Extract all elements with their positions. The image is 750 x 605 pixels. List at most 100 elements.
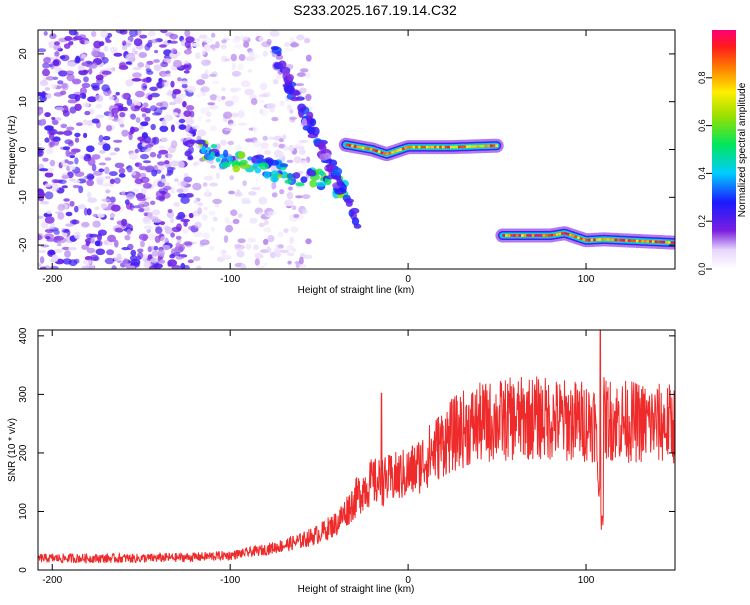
spectrogram-cell [232,38,241,43]
spectrogram-cell [303,255,312,259]
spectrogram-cell [238,63,244,70]
spectrogram-cell [304,38,310,44]
spectrogram-cell [87,96,97,102]
spectrogram-cell [74,232,81,239]
spectrogram-cell [194,213,198,217]
spectrogram-y-tick-label: 10 [18,96,29,108]
spectrogram-cell [207,105,212,109]
spectrogram-cell [231,54,237,62]
spectrogram-cell [238,110,245,118]
spectrogram-cell [50,160,56,167]
spectrogram-cell [183,110,191,117]
spectrogram-cell [82,83,91,88]
spectrogram-cell [54,51,59,57]
spectrogram-cell [173,112,179,115]
spectrogram-cell [126,202,132,210]
spectrogram-cell [150,201,155,205]
spectrogram-tone-core [370,149,373,150]
spectrogram-tone-core [580,238,583,239]
spectrogram-cell [195,38,200,42]
spectrogram-cell [236,250,244,257]
spectrogram-cell [109,152,116,155]
spectrogram-y-label: Frequency (Hz) [7,116,18,185]
spectrogram-cell [98,168,104,172]
spectrogram-cell [109,171,118,176]
spectrogram-cell [319,171,325,176]
spectrogram-cell [76,122,83,126]
spectrogram-cell [125,54,135,62]
spectrogram-cell [191,43,199,47]
snr-y-label: SNR (10 * v/v) [7,418,18,482]
spectrogram-cell [299,264,306,268]
spectrogram-cell [69,201,74,207]
spectrogram-cell [83,260,91,265]
spectrogram-cell [181,81,189,85]
spectrogram-cell [45,236,50,239]
spectrogram-cell [60,124,67,128]
spectrogram-cell [260,83,267,91]
spectrogram-cell [287,192,294,200]
spectrogram-tone-core [402,148,405,149]
spectrogram-cell [197,94,201,97]
spectrogram-cell [197,207,202,214]
spectrogram-cell [39,168,48,171]
spectrogram-cell [290,226,298,233]
spectrogram-cell [186,133,193,136]
spectrogram-cell [45,87,50,91]
spectrogram-cell [152,112,161,115]
spectrogram-cell [94,207,99,211]
spectrogram-cell [221,162,231,168]
spectrogram-cell [135,149,139,154]
spectrogram-cell [207,156,213,161]
spectrogram-tone-core [389,153,392,154]
spectrogram-cell [290,97,299,101]
spectrogram-x-tick-label: -100 [220,274,240,285]
spectrogram-cell [38,250,46,253]
spectrogram-x-tick-label: 0 [405,274,411,285]
spectrogram-cell [161,137,168,142]
spectrogram-cell [83,76,89,82]
snr-y-tick-label: 200 [18,444,29,461]
spectrogram-cell [169,254,175,258]
spectrogram-cell [263,136,268,141]
spectrogram-cell [143,183,152,189]
spectrogram-cell [176,242,181,248]
spectrogram-cell [177,189,184,193]
spectrogram-cell [160,236,168,243]
spectrogram-cell [213,217,218,222]
spectrogram-cell [243,41,249,48]
spectrogram-cell [203,38,213,44]
spectrogram-cell [297,72,306,77]
spectrogram-cell [287,173,293,179]
spectrogram-cell [151,39,158,44]
spectrogram-cell [170,81,174,88]
spectrogram-cell [159,126,168,133]
spectrogram-cell [285,180,293,184]
spectrogram-cell [160,107,167,110]
spectrogram-cell [122,40,126,45]
spectrogram-cell [40,201,49,205]
spectrogram-cell [83,133,87,138]
spectrogram-cell [245,89,255,95]
spectrogram-cell [99,162,106,165]
spectrogram-cell [305,238,311,244]
spectrogram-cell [287,160,294,163]
spectrogram-tone-core [351,146,354,147]
spectrogram-cell [156,102,163,106]
spectrogram-cell [54,92,64,97]
spectrogram-cell [249,218,257,224]
spectrogram-cell [46,226,54,230]
spectrogram-cell [62,229,69,233]
spectrogram-cell [259,99,265,103]
spectrogram-cell [289,117,297,120]
spectrogram-cell [187,156,193,160]
spectrogram-cell [220,44,226,49]
spectrogram-cell [154,50,158,53]
spectrogram-cell [176,236,182,240]
spectrogram-cell [240,160,248,165]
spectrogram-cell [280,250,289,254]
spectrogram-cell [63,198,70,201]
spectrogram-cell [169,41,178,44]
spectrogram-cell [206,112,212,117]
spectrogram-cell [246,56,255,61]
